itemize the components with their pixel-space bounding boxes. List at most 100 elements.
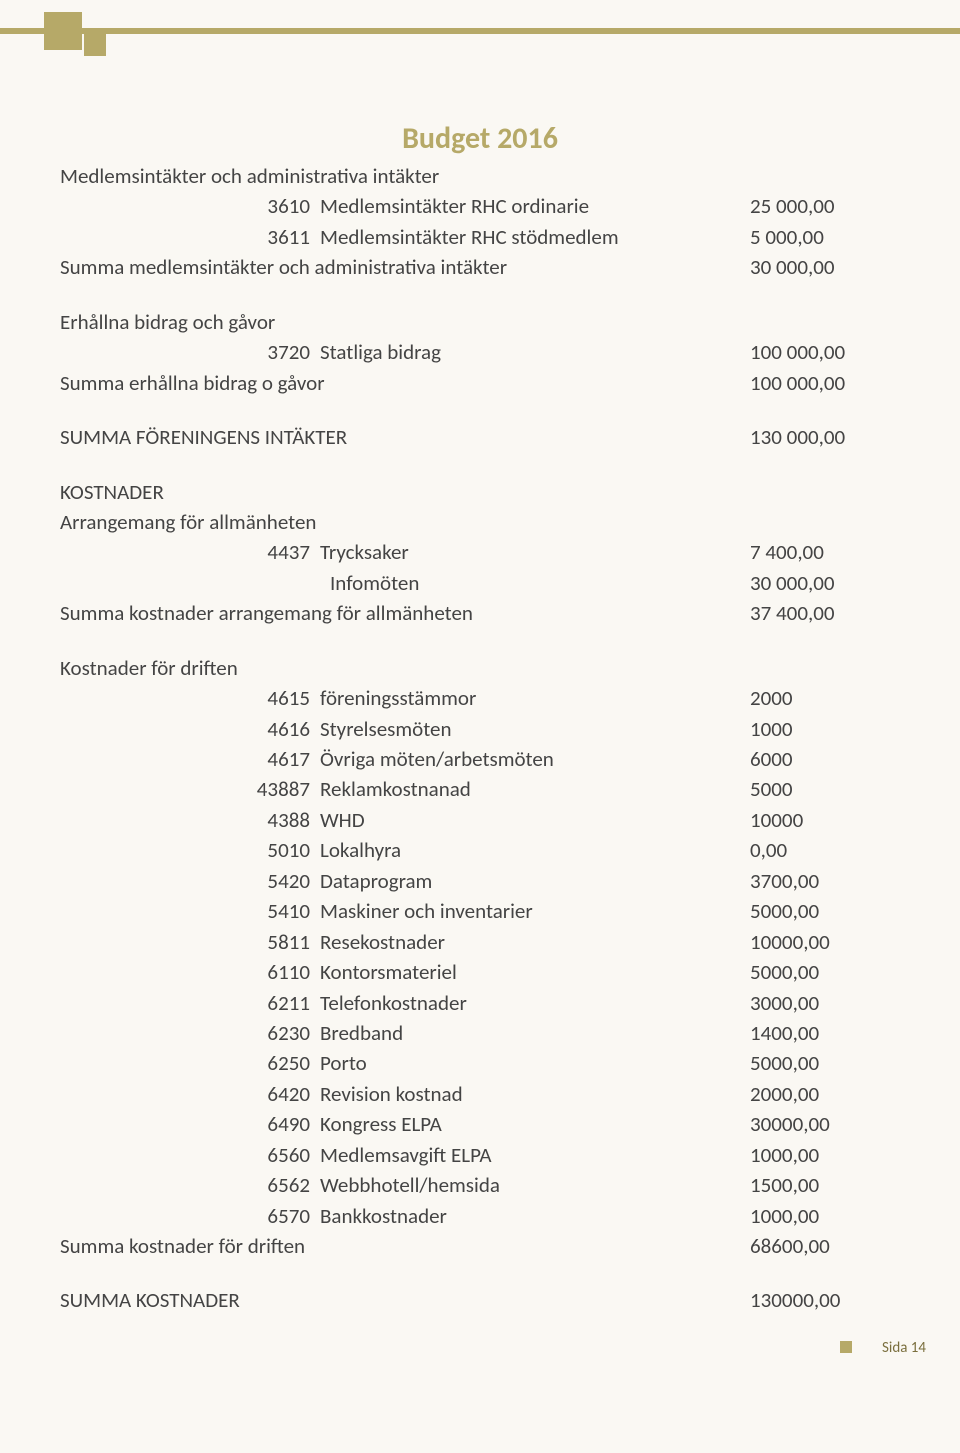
row-value: 1000,00	[730, 1201, 900, 1231]
budget-row: 6562Webbhotell/hemsida1500,00	[60, 1170, 900, 1200]
row-label: Bankkostnader	[320, 1201, 730, 1231]
row-label: Infomöten	[60, 568, 730, 598]
budget-row: 6211Telefonkostnader3000,00	[60, 988, 900, 1018]
row-label: Övriga möten/arbetsmöten	[320, 744, 730, 774]
row-value: 100 000,00	[730, 337, 900, 367]
row-label: Revision kostnad	[320, 1079, 730, 1109]
row-label: Kontorsmateriel	[320, 957, 730, 987]
row-label: Webbhotell/hemsida	[320, 1170, 730, 1200]
budget-row: 6560Medlemsavgift ELPA1000,00	[60, 1140, 900, 1170]
row-label: Styrelsesmöten	[320, 714, 730, 744]
row-code: 5010	[60, 835, 320, 865]
budget-row: 5420Dataprogram3700,00	[60, 866, 900, 896]
row-label: Statliga bidrag	[320, 337, 730, 367]
row-value: 1400,00	[730, 1018, 900, 1048]
row-value: 6000	[730, 744, 900, 774]
section-heading: KOSTNADER	[60, 477, 900, 507]
total-value: 130 000,00	[730, 422, 900, 452]
row-code: 6560	[60, 1140, 320, 1170]
row-code: 5410	[60, 896, 320, 926]
budget-row: 3720 Statliga bidrag 100 000,00	[60, 337, 900, 367]
row-value: 2000,00	[730, 1079, 900, 1109]
total-label: SUMMA KOSTNADER	[60, 1285, 730, 1315]
row-code: 5420	[60, 866, 320, 896]
heading-text: Medlemsintäkter och administrativa intäk…	[60, 161, 900, 191]
budget-row: 5811Resekostnader10000,00	[60, 927, 900, 957]
budget-row: 4617Övriga möten/arbetsmöten6000	[60, 744, 900, 774]
heading-text: Kostnader för driften	[60, 653, 900, 683]
row-value: 2000	[730, 683, 900, 713]
row-value: 10000,00	[730, 927, 900, 957]
row-code: 6110	[60, 957, 320, 987]
heading-text: Arrangemang för allmänheten	[60, 507, 900, 537]
row-value: 1000	[730, 714, 900, 744]
row-value: 1000,00	[730, 1140, 900, 1170]
row-label: Medlemsintäkter RHC stödmedlem	[320, 222, 730, 252]
budget-row: 4437 Trycksaker 7 400,00	[60, 537, 900, 567]
row-code: 4617	[60, 744, 320, 774]
row-code: 6562	[60, 1170, 320, 1200]
total-label: SUMMA FÖRENINGENS INTÄKTER	[60, 422, 730, 452]
sum-label: Summa medlemsintäkter och administrativa…	[60, 252, 730, 282]
row-code: 3610	[60, 191, 320, 221]
row-value: 10000	[730, 805, 900, 835]
sum-label: Summa kostnader arrangemang för allmänhe…	[60, 598, 730, 628]
total-value: 130000,00	[730, 1285, 900, 1315]
row-value: 3700,00	[730, 866, 900, 896]
row-label: Medlemsintäkter RHC ordinarie	[320, 191, 730, 221]
budget-sum-row: Summa medlemsintäkter och administrativa…	[60, 252, 900, 282]
row-code: 4616	[60, 714, 320, 744]
row-label: Resekostnader	[320, 927, 730, 957]
budget-row: 6420Revision kostnad2000,00	[60, 1079, 900, 1109]
page-number: Sida 14	[882, 1339, 926, 1357]
budget-row: 6230Bredband1400,00	[60, 1018, 900, 1048]
row-value: 5000,00	[730, 896, 900, 926]
row-code: 3720	[60, 337, 320, 367]
row-code: 6490	[60, 1109, 320, 1139]
row-label: Medlemsavgift ELPA	[320, 1140, 730, 1170]
budget-row: Infomöten 30 000,00	[60, 568, 900, 598]
row-code: 3611	[60, 222, 320, 252]
section-heading: Kostnader för driften	[60, 653, 900, 683]
row-value: 7 400,00	[730, 537, 900, 567]
page-body: Budget 2016 Medlemsintäkter och administ…	[60, 120, 900, 1316]
budget-row: 3611 Medlemsintäkter RHC stödmedlem 5 00…	[60, 222, 900, 252]
budget-row: 6570Bankkostnader1000,00	[60, 1201, 900, 1231]
row-label: Maskiner och inventarier	[320, 896, 730, 926]
row-code: 6230	[60, 1018, 320, 1048]
spacer	[60, 398, 900, 422]
budget-total-row: SUMMA FÖRENINGENS INTÄKTER 130 000,00	[60, 422, 900, 452]
row-code: 43887	[60, 774, 320, 804]
row-label: föreningsstämmor	[320, 683, 730, 713]
row-value: 5000,00	[730, 957, 900, 987]
row-value: 30 000,00	[730, 568, 900, 598]
row-value: 5 000,00	[730, 222, 900, 252]
header-ornament-large	[44, 12, 82, 50]
row-value: 25 000,00	[730, 191, 900, 221]
budget-row: 3610 Medlemsintäkter RHC ordinarie 25 00…	[60, 191, 900, 221]
row-code: 6570	[60, 1201, 320, 1231]
sum-value: 68600,00	[730, 1231, 900, 1261]
budget-row: 6250Porto5000,00	[60, 1048, 900, 1078]
budget-row: 6110Kontorsmateriel5000,00	[60, 957, 900, 987]
row-label: Porto	[320, 1048, 730, 1078]
section-heading: Arrangemang för allmänheten	[60, 507, 900, 537]
row-label: Kongress ELPA	[320, 1109, 730, 1139]
row-code: 4615	[60, 683, 320, 713]
footer-ornament	[840, 1341, 852, 1353]
section-heading: Medlemsintäkter och administrativa intäk…	[60, 161, 900, 191]
row-code: 4388	[60, 805, 320, 835]
row-code: 4437	[60, 537, 320, 567]
row-value: 5000	[730, 774, 900, 804]
header-stripe	[0, 28, 960, 34]
row-value: 3000,00	[730, 988, 900, 1018]
sum-label: Summa kostnader för driften	[60, 1231, 730, 1261]
heading-text: Erhållna bidrag och gåvor	[60, 307, 900, 337]
row-code: 6420	[60, 1079, 320, 1109]
section-heading: Erhållna bidrag och gåvor	[60, 307, 900, 337]
row-value: 0,00	[730, 835, 900, 865]
spacer	[60, 283, 900, 307]
budget-sum-row: Summa kostnader för driften 68600,00	[60, 1231, 900, 1261]
spacer	[60, 1261, 900, 1285]
row-code: 6211	[60, 988, 320, 1018]
